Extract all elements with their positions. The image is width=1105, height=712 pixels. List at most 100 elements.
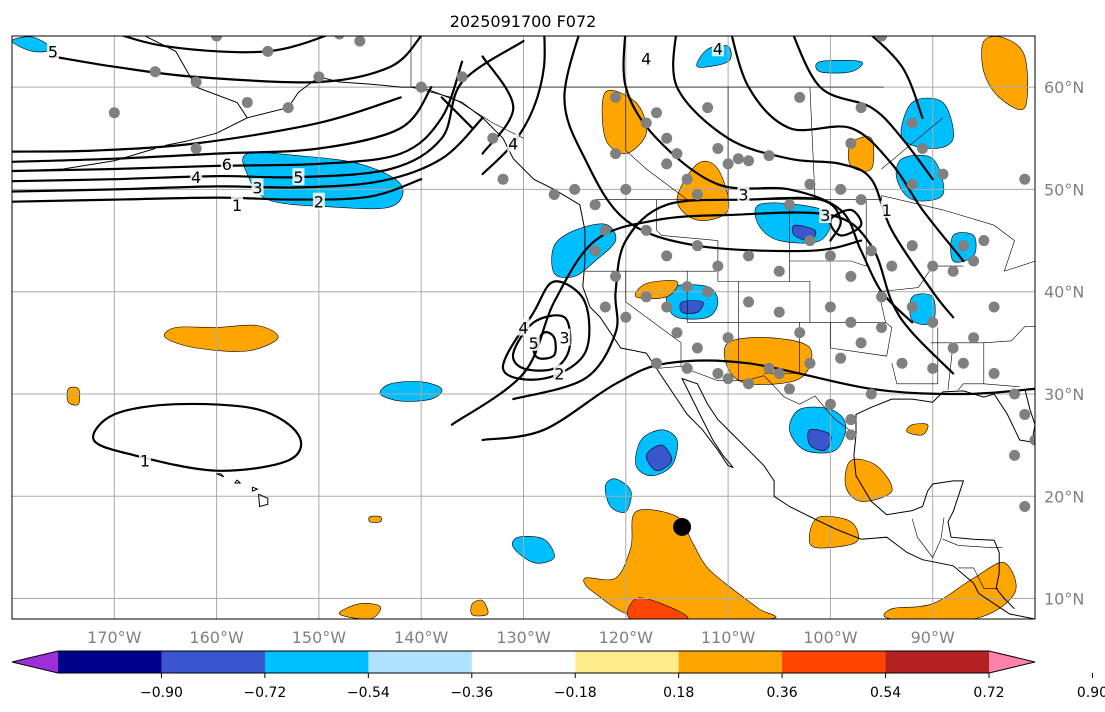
station-marker bbox=[804, 235, 816, 247]
colorbar-swatch bbox=[575, 651, 680, 673]
station-marker bbox=[957, 240, 969, 252]
colorbar-tick-label: 0.90 bbox=[1077, 685, 1105, 701]
station-marker bbox=[640, 224, 652, 236]
contour-label: 3 bbox=[252, 178, 262, 197]
station-marker bbox=[722, 332, 734, 344]
station-marker bbox=[313, 71, 325, 83]
contour-label-halo bbox=[138, 451, 151, 469]
station-marker bbox=[988, 368, 1000, 380]
longitude-tick-label: 100°W bbox=[803, 628, 858, 647]
longitude-tick-label: 120°W bbox=[599, 628, 654, 647]
latitude-tick-label: 40°N bbox=[1044, 283, 1084, 302]
station-marker bbox=[650, 107, 662, 119]
border-line bbox=[789, 199, 867, 267]
anomaly-region bbox=[470, 599, 489, 617]
station-marker bbox=[906, 117, 918, 129]
longitude-tick-label: 90°W bbox=[911, 628, 955, 647]
station-marker bbox=[589, 199, 601, 211]
contour-line bbox=[440, 96, 474, 130]
station-marker bbox=[722, 373, 734, 385]
border-line bbox=[881, 117, 944, 170]
station-marker bbox=[610, 148, 622, 160]
station-marker bbox=[691, 240, 703, 252]
station-marker bbox=[569, 183, 581, 195]
contour-line bbox=[829, 208, 863, 237]
station-marker bbox=[732, 153, 744, 165]
contour-line bbox=[481, 359, 1035, 442]
station-marker bbox=[599, 224, 611, 236]
contour-label: 1 bbox=[882, 201, 892, 220]
contour-label-halo bbox=[220, 154, 233, 172]
contour-line bbox=[12, 116, 484, 193]
station-marker bbox=[906, 178, 918, 190]
station-marker bbox=[108, 107, 120, 119]
contour-line bbox=[481, 55, 515, 155]
station-marker bbox=[988, 301, 1000, 313]
anomaly-region bbox=[242, 152, 404, 210]
station-marker bbox=[743, 250, 755, 262]
longitude-tick-label: 130°W bbox=[496, 628, 551, 647]
anomaly-region bbox=[808, 515, 859, 549]
anomaly-region bbox=[906, 423, 929, 436]
contour-label-halo bbox=[507, 134, 520, 152]
station-marker bbox=[610, 91, 622, 103]
station-marker bbox=[1019, 408, 1031, 420]
contour-label-halo bbox=[640, 49, 653, 67]
station-marker bbox=[865, 245, 877, 257]
colorbar-swatch bbox=[471, 651, 576, 673]
contour-label: 2 bbox=[554, 365, 564, 384]
contour-line bbox=[51, 36, 423, 84]
station-marker bbox=[763, 362, 775, 374]
station-marker bbox=[211, 36, 223, 42]
border-line bbox=[809, 322, 893, 357]
station-marker bbox=[681, 281, 693, 293]
station-marker bbox=[845, 270, 857, 282]
colorbar-tick-label: −0.54 bbox=[347, 685, 390, 701]
contour-line bbox=[870, 36, 924, 119]
station-marker bbox=[824, 398, 836, 410]
station-marker bbox=[497, 173, 509, 185]
station-marker bbox=[855, 194, 867, 206]
station-marker-layer bbox=[108, 36, 1035, 536]
station-marker bbox=[712, 143, 724, 155]
colorbar-outline bbox=[11, 650, 1036, 674]
coastline bbox=[258, 493, 269, 508]
latitude-tick-label: 60°N bbox=[1044, 78, 1084, 97]
coastline bbox=[234, 479, 242, 484]
station-marker bbox=[855, 337, 867, 349]
highlight-marker bbox=[673, 517, 692, 536]
colorbar-swatch bbox=[264, 651, 369, 673]
station-marker bbox=[262, 45, 274, 57]
border-line bbox=[656, 366, 857, 436]
contour-label-halo bbox=[558, 328, 571, 346]
contour-label: 3 bbox=[738, 186, 748, 205]
colorbar-tick-label: 0.36 bbox=[767, 685, 798, 701]
station-marker bbox=[334, 36, 345, 40]
contour-line bbox=[12, 60, 464, 173]
contour-label: 4 bbox=[713, 39, 723, 58]
anomaly-region bbox=[645, 444, 673, 472]
contour-line bbox=[792, 36, 934, 181]
station-marker bbox=[845, 429, 857, 441]
latitude-tick-label: 10°N bbox=[1044, 590, 1084, 609]
contour-line bbox=[563, 36, 863, 253]
anomaly-region bbox=[368, 515, 382, 523]
contour-line bbox=[672, 36, 955, 319]
contour-line bbox=[511, 314, 572, 372]
border-line bbox=[595, 195, 1035, 272]
station-marker bbox=[1019, 500, 1031, 512]
border-line bbox=[911, 517, 945, 559]
contour-label-halo bbox=[819, 205, 832, 223]
contour-line bbox=[92, 402, 303, 472]
station-marker bbox=[722, 158, 734, 170]
station-marker bbox=[824, 301, 836, 313]
station-marker bbox=[712, 260, 724, 272]
colorbar-extend-low bbox=[12, 651, 58, 673]
station-marker bbox=[804, 178, 816, 190]
station-marker bbox=[691, 189, 703, 201]
contour-label-halo bbox=[190, 168, 203, 186]
station-marker bbox=[1019, 173, 1031, 185]
station-marker bbox=[763, 150, 775, 162]
